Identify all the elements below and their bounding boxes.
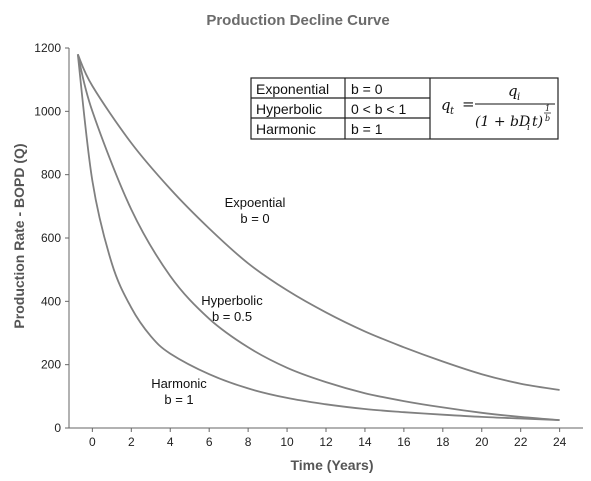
formula-exponent-den: b bbox=[545, 114, 550, 123]
x-axis-title: Time (Years) bbox=[290, 457, 373, 473]
hyperbolic-label-line-1: Hyperbolic bbox=[201, 293, 263, 308]
formula-numerator: q bbox=[508, 82, 518, 100]
y-tick-label: 1000 bbox=[34, 104, 61, 118]
harmonic-label-line-1: Harmonic bbox=[151, 376, 207, 391]
x-tick-label: 4 bbox=[167, 435, 174, 449]
x-tick-label: 16 bbox=[397, 435, 411, 449]
y-tick-label: 600 bbox=[41, 231, 61, 245]
legend-b-cell: b = 1 bbox=[351, 121, 383, 137]
y-tick-label: 800 bbox=[41, 168, 61, 182]
y-tick-label: 400 bbox=[41, 294, 61, 308]
legend-b-cell: 0 < b < 1 bbox=[351, 101, 406, 117]
x-tick-label: 8 bbox=[245, 435, 252, 449]
harmonic-label-line-2: b = 1 bbox=[164, 392, 193, 407]
x-tick-label: 0 bbox=[89, 435, 96, 449]
y-tick-label: 1200 bbox=[34, 41, 61, 55]
formula-equals: = bbox=[462, 95, 475, 113]
y-tick-label: 200 bbox=[41, 358, 61, 372]
legend-table: Exponential b = 0 Hyperbolic 0 < b < 1 Harmo… bbox=[250, 77, 559, 140]
x-tick-label: 6 bbox=[206, 435, 213, 449]
harmonic-curve bbox=[76, 54, 560, 421]
x-tick-label: 14 bbox=[358, 435, 372, 449]
legend-type-cell: Harmonic bbox=[256, 121, 316, 137]
legend-type-cell: Exponential bbox=[256, 81, 329, 97]
hyperbolic-label-line-2: b = 0.5 bbox=[212, 309, 252, 324]
formula-exponent-num: 1 bbox=[545, 104, 550, 113]
exponential-label-line-1: Expoential bbox=[225, 195, 286, 210]
legend-type-cell: Hyperbolic bbox=[256, 101, 322, 117]
formula-lhs: q bbox=[441, 96, 451, 114]
formula-numerator-sub: i bbox=[517, 92, 520, 103]
legend-b-cell: b = 0 bbox=[351, 81, 383, 97]
curves bbox=[76, 53, 560, 421]
x-tick-label: 22 bbox=[514, 435, 528, 449]
exponential-label-line-2: b = 0 bbox=[240, 211, 269, 226]
y-axis-title: Production Rate - BOPD (Q) bbox=[11, 143, 27, 328]
x-tick-label: 10 bbox=[280, 435, 294, 449]
formula-lhs-sub: t bbox=[450, 106, 455, 117]
decline-formula: q t = q i (1 + bD i t) 1 b bbox=[441, 82, 555, 133]
formula-denominator: (1 + bD bbox=[475, 114, 530, 130]
x-tick-label: 18 bbox=[436, 435, 450, 449]
exponential-curve bbox=[76, 53, 560, 391]
formula-denominator-tail: t) bbox=[532, 114, 543, 130]
hyperbolic-curve bbox=[76, 54, 560, 421]
chart-title: Production Decline Curve bbox=[206, 12, 389, 29]
x-tick-label: 20 bbox=[475, 435, 489, 449]
formula-denominator-sub: i bbox=[527, 123, 530, 133]
x-tick-label: 12 bbox=[319, 435, 333, 449]
x-tick-label: 24 bbox=[553, 435, 567, 449]
y-tick-label: 0 bbox=[54, 421, 61, 435]
x-tick-label: 2 bbox=[128, 435, 135, 449]
